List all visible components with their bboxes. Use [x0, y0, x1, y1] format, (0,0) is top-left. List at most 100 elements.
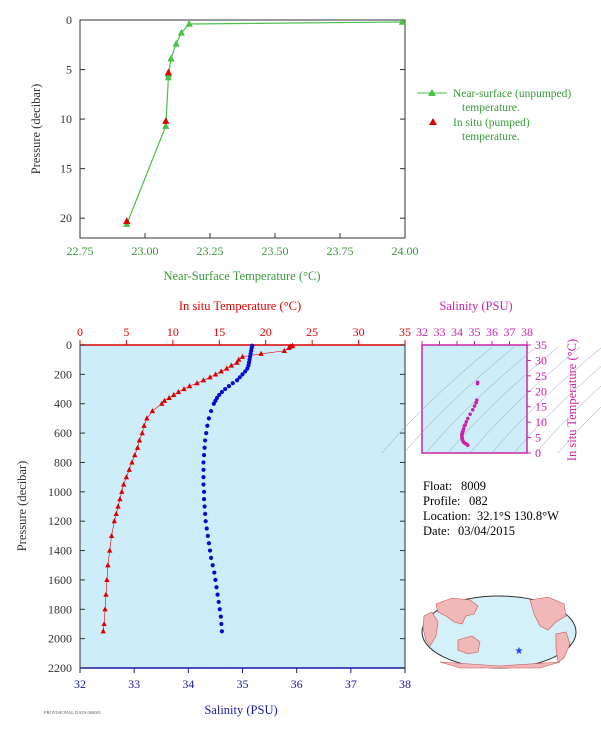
- y-tick-label: 0: [66, 338, 72, 352]
- salinity-point: [201, 467, 206, 472]
- temperature-point: [159, 400, 165, 406]
- temperature-point: [207, 374, 213, 380]
- float-label: Float:: [423, 479, 452, 493]
- temperature-point: [212, 371, 219, 377]
- density-contour: [557, 406, 601, 454]
- temperature-point: [186, 383, 193, 389]
- land-asia: [435, 597, 479, 625]
- profile-top-label: In situ Temperature (°C): [179, 299, 301, 313]
- salinity-point: [216, 599, 221, 605]
- salinity-point: [208, 408, 214, 414]
- temperature-point: [123, 474, 130, 480]
- y-tick-label: 1000: [48, 485, 72, 499]
- ts-x-tick-label: 34: [451, 325, 463, 339]
- bottom-tick-label: 32: [74, 677, 86, 691]
- temperature-point: [171, 391, 177, 398]
- ts-point: [464, 420, 469, 424]
- y-tick-label: 5: [66, 63, 72, 77]
- ts-x-tick-label: 35: [469, 325, 481, 339]
- salinity-point: [205, 533, 210, 538]
- ts-y-tick-label: 0: [535, 446, 541, 460]
- temperature-point: [134, 444, 141, 450]
- y-tick-label: 400: [54, 397, 72, 411]
- top-tick-label: 5: [123, 325, 129, 339]
- near-surface-series: [123, 17, 406, 227]
- salinity-point: [212, 570, 217, 575]
- temperature-point: [103, 591, 109, 597]
- salinity-point: [203, 438, 208, 443]
- legend-pumped-line1: In situ (pumped): [453, 117, 530, 129]
- bottom-tick-label: 33: [128, 677, 140, 691]
- ts-point: [462, 424, 467, 428]
- temperature-point: [286, 344, 292, 351]
- bottom-tick-label: 37: [345, 677, 357, 691]
- near-surface-chart: 22.75 23.00 23.25 23.50 23.75 24.00 0 5 10 15 20 N…: [29, 13, 571, 283]
- temperature-point: [141, 422, 147, 428]
- y-tick-label: 800: [54, 455, 72, 469]
- legend-unpumped-marker: [428, 89, 436, 96]
- y-tick-label: 1800: [48, 602, 72, 616]
- temperature-point: [105, 562, 111, 568]
- temperature-point: [108, 532, 115, 538]
- ts-density-contours: [381, 346, 601, 454]
- density-contour: [447, 346, 559, 454]
- salinity-point: [230, 381, 235, 386]
- temperature-point: [224, 365, 230, 371]
- ts-x-tick-label: 36: [486, 325, 498, 339]
- salinity-point: [240, 372, 245, 377]
- salinity-point: [208, 555, 214, 560]
- salinity-point: [207, 548, 213, 553]
- temperature-point: [194, 380, 200, 386]
- x-tick-label: 23.75: [327, 244, 354, 258]
- unpumped-temperature-point: [177, 28, 185, 36]
- land-antarctica: [439, 661, 561, 669]
- salinity-point: [217, 607, 222, 612]
- world-map: ★: [421, 595, 577, 669]
- density-contour: [491, 347, 601, 454]
- salinity-point: [201, 489, 207, 494]
- y-tick-label: 20: [60, 211, 72, 225]
- ts-y-label: In situ Temperature (°C): [565, 339, 579, 461]
- location-value: 32.1°S 130.8°W: [477, 509, 559, 523]
- salinity-point: [234, 378, 240, 383]
- pumped-temperature-point: [164, 68, 172, 76]
- ts-point: [466, 443, 470, 448]
- ts-point: [466, 416, 470, 421]
- x-tick-label: 23.00: [132, 244, 159, 258]
- location-label: Location:: [423, 509, 471, 523]
- bottom-tick-label: 38: [399, 677, 411, 691]
- profile-label: Profile:: [423, 494, 461, 508]
- salinity-point: [211, 401, 216, 406]
- y-tick-label: 15: [60, 162, 72, 176]
- salinity-point: [213, 577, 218, 583]
- y-tick-label: 2000: [48, 632, 72, 646]
- temperature-point: [236, 356, 242, 362]
- ts-x-tick-label: 37: [504, 325, 516, 339]
- x-tick-label: 22.75: [67, 244, 94, 258]
- ts-point: [470, 408, 475, 412]
- land-south-america: [555, 631, 571, 663]
- y-tick-label: 1200: [48, 514, 72, 528]
- salinity-point: [201, 497, 207, 502]
- temperature-point: [129, 459, 135, 465]
- temperature-point: [234, 359, 240, 365]
- ts-x-tick-label: 32: [416, 325, 428, 339]
- salinity-point: [203, 519, 208, 524]
- ts-y-tick-label: 5: [535, 431, 541, 445]
- profile-plot-area: [79, 344, 406, 669]
- temperature-point: [111, 518, 118, 524]
- ts-y-tick-label: 15: [535, 400, 547, 414]
- salinity-point: [203, 511, 208, 516]
- ts-point: [472, 404, 477, 408]
- temperature-point: [136, 437, 143, 443]
- near-surface-ticks: 22.75 23.00 23.25 23.50 23.75 24.00 0 5 10 15 20: [60, 13, 419, 258]
- temperature-point: [126, 466, 132, 472]
- top-tick-label: 30: [353, 325, 365, 339]
- temperature-point: [228, 362, 235, 368]
- temperature-point: [175, 388, 182, 395]
- float-info: Float: 8009 Profile: 082 Location: 32.1°…: [423, 479, 559, 538]
- temperature-point: [119, 488, 125, 494]
- temperature-point: [100, 628, 106, 634]
